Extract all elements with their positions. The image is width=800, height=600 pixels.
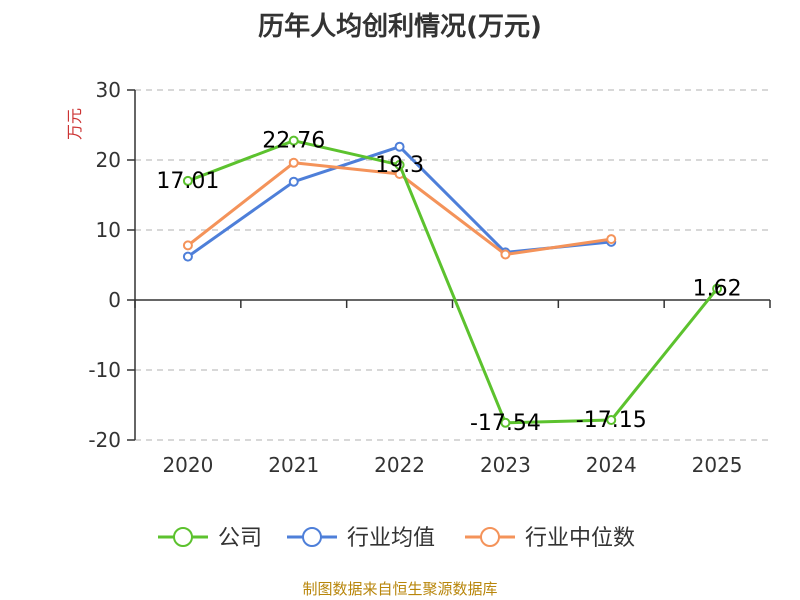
x-tick-label: 2024	[586, 453, 637, 477]
data-point	[500, 249, 511, 260]
legend-label: 行业均值	[347, 526, 435, 551]
data-point	[288, 157, 299, 168]
legend-label: 公司	[218, 526, 262, 551]
x-tick-label: 2020	[162, 453, 213, 477]
legend-item-0[interactable]: 公司	[158, 526, 262, 551]
chart-title: 历年人均创利情况(万元)	[258, 12, 542, 42]
y-tick-label: 0	[108, 288, 121, 312]
legend-swatch-marker	[302, 527, 322, 547]
data-label: -17.15	[576, 408, 647, 433]
data-point	[606, 234, 617, 245]
y-tick-labels: 30 20 10 0 -10 -20	[88, 78, 121, 452]
data-label: 22.76	[262, 129, 325, 154]
series-line-0	[187, 139, 719, 425]
legend-swatch-marker	[480, 527, 500, 547]
grid-lines	[127, 89, 770, 441]
series-lines	[182, 135, 723, 428]
x-tick-label: 2021	[268, 453, 319, 477]
y-tick-label: 30	[96, 78, 121, 102]
x-tick-label: 2025	[692, 453, 743, 477]
y-tick-label: -20	[88, 428, 121, 452]
data-point	[712, 283, 723, 294]
data-point	[288, 176, 299, 187]
data-label: 1.62	[693, 277, 742, 302]
data-labels: 17.01 22.76 19.3 -17.54 -17.15 1.62	[156, 129, 741, 436]
data-point	[182, 251, 193, 262]
data-point	[182, 240, 193, 251]
legend-swatch-marker	[173, 527, 193, 547]
legend-item-2[interactable]: 行业中位数	[465, 526, 635, 551]
y-tick-label: -10	[88, 358, 121, 382]
data-point	[606, 415, 617, 426]
legend-item-1[interactable]: 行业均值	[287, 526, 435, 551]
source-note: 制图数据来自恒生聚源数据库	[302, 580, 498, 598]
data-point	[394, 159, 405, 170]
x-tick-labels: 2020 2021 2022 2023 2024 2025	[162, 453, 742, 477]
y-axis-unit-label: 万元	[65, 108, 84, 140]
x-tick-label: 2023	[480, 453, 531, 477]
data-label: 17.01	[156, 169, 219, 194]
legend: 公司 行业均值 行业中位数	[158, 526, 635, 551]
legend-label: 行业中位数	[525, 526, 635, 551]
data-label: -17.54	[470, 411, 541, 436]
data-point	[288, 135, 299, 146]
data-point	[394, 141, 405, 152]
axes	[134, 90, 771, 440]
y-tick-label: 10	[96, 218, 121, 242]
data-label: 19.3	[375, 153, 424, 178]
data-point	[500, 417, 511, 428]
x-tick-label: 2022	[374, 453, 425, 477]
y-tick-label: 20	[96, 148, 121, 172]
data-point	[182, 175, 193, 186]
